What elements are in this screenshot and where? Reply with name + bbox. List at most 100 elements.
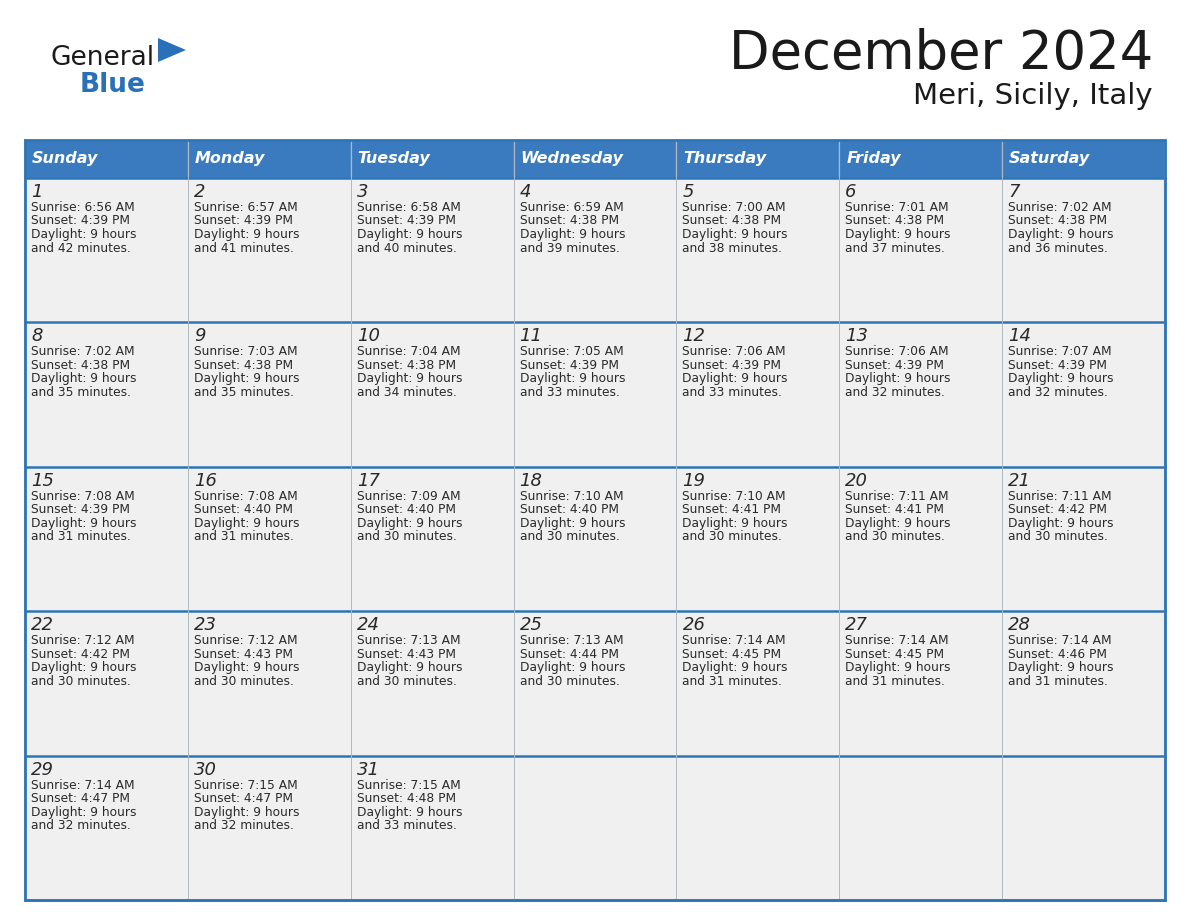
Bar [1003,140,1165,178]
Text: 16: 16 [194,472,217,490]
Text: Daylight: 9 hours: Daylight: 9 hours [1009,517,1113,530]
Bar [676,322,839,466]
Text: Sunrise: 7:13 AM: Sunrise: 7:13 AM [519,634,624,647]
Bar [350,466,513,611]
Text: Sunset: 4:43 PM: Sunset: 4:43 PM [194,648,293,661]
Text: and 30 minutes.: and 30 minutes. [846,531,946,543]
Bar [513,322,676,466]
Text: Sunset: 4:38 PM: Sunset: 4:38 PM [356,359,456,372]
Text: and 31 minutes.: and 31 minutes. [846,675,946,688]
Text: Wednesday: Wednesday [520,151,624,166]
Text: and 33 minutes.: and 33 minutes. [519,386,619,399]
Bar [25,322,188,466]
Text: Daylight: 9 hours: Daylight: 9 hours [31,517,137,530]
Bar [188,466,350,611]
Text: Sunrise: 6:59 AM: Sunrise: 6:59 AM [519,201,624,214]
Text: Sunset: 4:38 PM: Sunset: 4:38 PM [194,359,293,372]
Text: Sunrise: 6:58 AM: Sunrise: 6:58 AM [356,201,461,214]
Text: 28: 28 [1009,616,1031,634]
Text: 30: 30 [194,761,217,778]
Text: Daylight: 9 hours: Daylight: 9 hours [1009,228,1113,241]
Text: and 30 minutes.: and 30 minutes. [1009,531,1108,543]
Text: 5: 5 [682,183,694,201]
Text: 9: 9 [194,328,206,345]
Text: Daylight: 9 hours: Daylight: 9 hours [519,228,625,241]
Bar [188,756,350,900]
Text: Sunset: 4:45 PM: Sunset: 4:45 PM [846,648,944,661]
Text: Sunset: 4:45 PM: Sunset: 4:45 PM [682,648,782,661]
Bar [839,322,1003,466]
Text: 31: 31 [356,761,380,778]
Text: Sunset: 4:42 PM: Sunset: 4:42 PM [31,648,129,661]
Text: and 35 minutes.: and 35 minutes. [194,386,293,399]
Text: and 37 minutes.: and 37 minutes. [846,241,946,254]
Text: and 34 minutes.: and 34 minutes. [356,386,456,399]
Bar [188,140,350,178]
Text: Daylight: 9 hours: Daylight: 9 hours [1009,373,1113,386]
Text: 17: 17 [356,472,380,490]
Bar [350,322,513,466]
Text: Daylight: 9 hours: Daylight: 9 hours [519,661,625,674]
Bar [25,140,1165,900]
Text: Daylight: 9 hours: Daylight: 9 hours [682,661,788,674]
Text: Daylight: 9 hours: Daylight: 9 hours [356,661,462,674]
Text: 19: 19 [682,472,706,490]
Text: Thursday: Thursday [683,151,766,166]
Text: Daylight: 9 hours: Daylight: 9 hours [31,373,137,386]
Text: 13: 13 [846,328,868,345]
Text: Sunrise: 7:01 AM: Sunrise: 7:01 AM [846,201,949,214]
Text: Sunrise: 7:15 AM: Sunrise: 7:15 AM [356,778,461,791]
Text: Daylight: 9 hours: Daylight: 9 hours [682,228,788,241]
Text: Sunset: 4:40 PM: Sunset: 4:40 PM [519,503,619,516]
Text: Sunset: 4:39 PM: Sunset: 4:39 PM [846,359,944,372]
Text: Sunrise: 7:02 AM: Sunrise: 7:02 AM [1009,201,1112,214]
Text: Daylight: 9 hours: Daylight: 9 hours [356,228,462,241]
Text: Sunset: 4:39 PM: Sunset: 4:39 PM [519,359,619,372]
Text: Sunset: 4:39 PM: Sunset: 4:39 PM [356,215,456,228]
Text: 14: 14 [1009,328,1031,345]
Text: Saturday: Saturday [1009,151,1091,166]
Text: Sunrise: 7:12 AM: Sunrise: 7:12 AM [194,634,297,647]
Text: Daylight: 9 hours: Daylight: 9 hours [682,517,788,530]
Text: Sunrise: 7:08 AM: Sunrise: 7:08 AM [194,490,298,503]
Text: Tuesday: Tuesday [358,151,430,166]
Text: and 30 minutes.: and 30 minutes. [356,531,456,543]
Text: Daylight: 9 hours: Daylight: 9 hours [194,228,299,241]
Text: Sunset: 4:38 PM: Sunset: 4:38 PM [682,215,782,228]
Text: 4: 4 [519,183,531,201]
Bar [1003,178,1165,322]
Bar [676,756,839,900]
Text: Sunrise: 6:56 AM: Sunrise: 6:56 AM [31,201,134,214]
Text: 23: 23 [194,616,217,634]
Bar [188,611,350,756]
Text: Sunrise: 7:02 AM: Sunrise: 7:02 AM [31,345,134,358]
Text: Sunday: Sunday [32,151,99,166]
Bar [513,756,676,900]
Text: Sunset: 4:39 PM: Sunset: 4:39 PM [1009,359,1107,372]
Bar [25,756,188,900]
Bar [839,611,1003,756]
Text: Sunrise: 7:07 AM: Sunrise: 7:07 AM [1009,345,1112,358]
Text: Daylight: 9 hours: Daylight: 9 hours [519,517,625,530]
Text: Sunset: 4:38 PM: Sunset: 4:38 PM [519,215,619,228]
Bar [25,140,188,178]
Text: Sunset: 4:39 PM: Sunset: 4:39 PM [682,359,782,372]
Text: Sunrise: 7:10 AM: Sunrise: 7:10 AM [519,490,624,503]
Text: and 40 minutes.: and 40 minutes. [356,241,456,254]
Text: Daylight: 9 hours: Daylight: 9 hours [519,373,625,386]
Text: Sunrise: 7:09 AM: Sunrise: 7:09 AM [356,490,460,503]
Text: 21: 21 [1009,472,1031,490]
Text: Blue: Blue [80,72,146,98]
Text: Sunrise: 7:13 AM: Sunrise: 7:13 AM [356,634,460,647]
Bar [350,611,513,756]
Text: and 33 minutes.: and 33 minutes. [356,819,456,832]
Bar [25,611,188,756]
Text: Sunset: 4:38 PM: Sunset: 4:38 PM [1009,215,1107,228]
Bar [350,756,513,900]
Text: Monday: Monday [195,151,265,166]
Text: 7: 7 [1009,183,1019,201]
Text: Sunrise: 7:12 AM: Sunrise: 7:12 AM [31,634,134,647]
Text: and 31 minutes.: and 31 minutes. [682,675,783,688]
Text: Sunrise: 7:14 AM: Sunrise: 7:14 AM [1009,634,1112,647]
Text: Sunrise: 7:15 AM: Sunrise: 7:15 AM [194,778,298,791]
